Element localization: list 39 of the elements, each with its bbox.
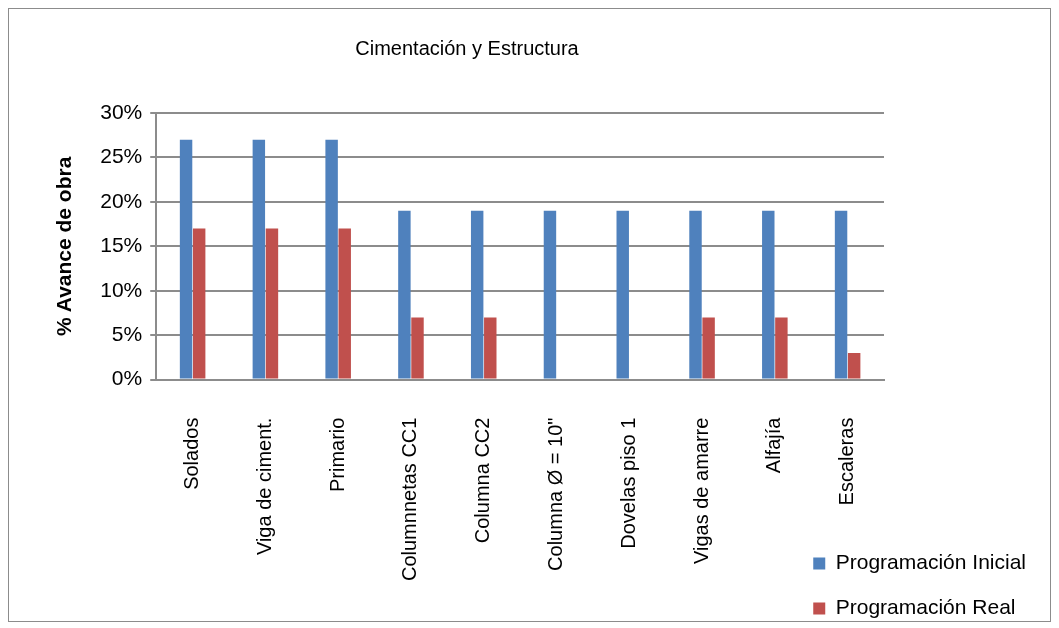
legend-label: Programación Real xyxy=(835,595,1016,619)
y-tick-label: 30% xyxy=(100,99,143,123)
bar xyxy=(847,352,861,379)
x-tick-label: Columna CC2 xyxy=(471,417,494,544)
x-tick-label: Vigas de amarre xyxy=(689,417,712,564)
x-tick-label: Primario xyxy=(325,417,348,493)
x-tick-label: Dovelas piso 1 xyxy=(616,417,639,549)
legend-label: Programación Inicial xyxy=(835,550,1027,574)
bar xyxy=(411,317,424,379)
bar xyxy=(834,210,848,379)
x-tick-label: Escaleras xyxy=(835,417,858,506)
bar xyxy=(702,317,715,379)
y-tick-label: 5% xyxy=(111,321,143,345)
y-axis-title: % Avance de obra xyxy=(52,156,76,336)
bar xyxy=(775,317,788,379)
bar xyxy=(252,139,266,379)
bar xyxy=(616,210,629,379)
bar xyxy=(192,228,206,379)
bar xyxy=(543,210,557,379)
bar xyxy=(470,210,484,379)
y-tick-label: 25% xyxy=(100,144,143,168)
x-tick-label: Alfajía xyxy=(762,416,785,474)
bar xyxy=(484,317,497,379)
y-tick-label: 20% xyxy=(100,188,143,212)
bar xyxy=(179,139,193,379)
bar xyxy=(762,210,775,379)
bar xyxy=(338,228,351,379)
bar xyxy=(325,139,338,379)
x-tick-label: Columnnetas CC1 xyxy=(398,417,421,582)
x-tick-label: Viga de ciment. xyxy=(252,417,275,556)
x-tick-label: Solados xyxy=(180,417,203,490)
bar xyxy=(398,210,411,379)
y-tick-label: 15% xyxy=(100,233,143,257)
bar xyxy=(689,210,702,379)
y-tick-label: 0% xyxy=(111,366,143,390)
chart-title: Cimentación y Estructura xyxy=(355,36,580,59)
x-tick-label: Columna Ø = 10" xyxy=(544,417,567,571)
y-tick-label: 10% xyxy=(100,277,143,301)
bar xyxy=(265,228,279,379)
